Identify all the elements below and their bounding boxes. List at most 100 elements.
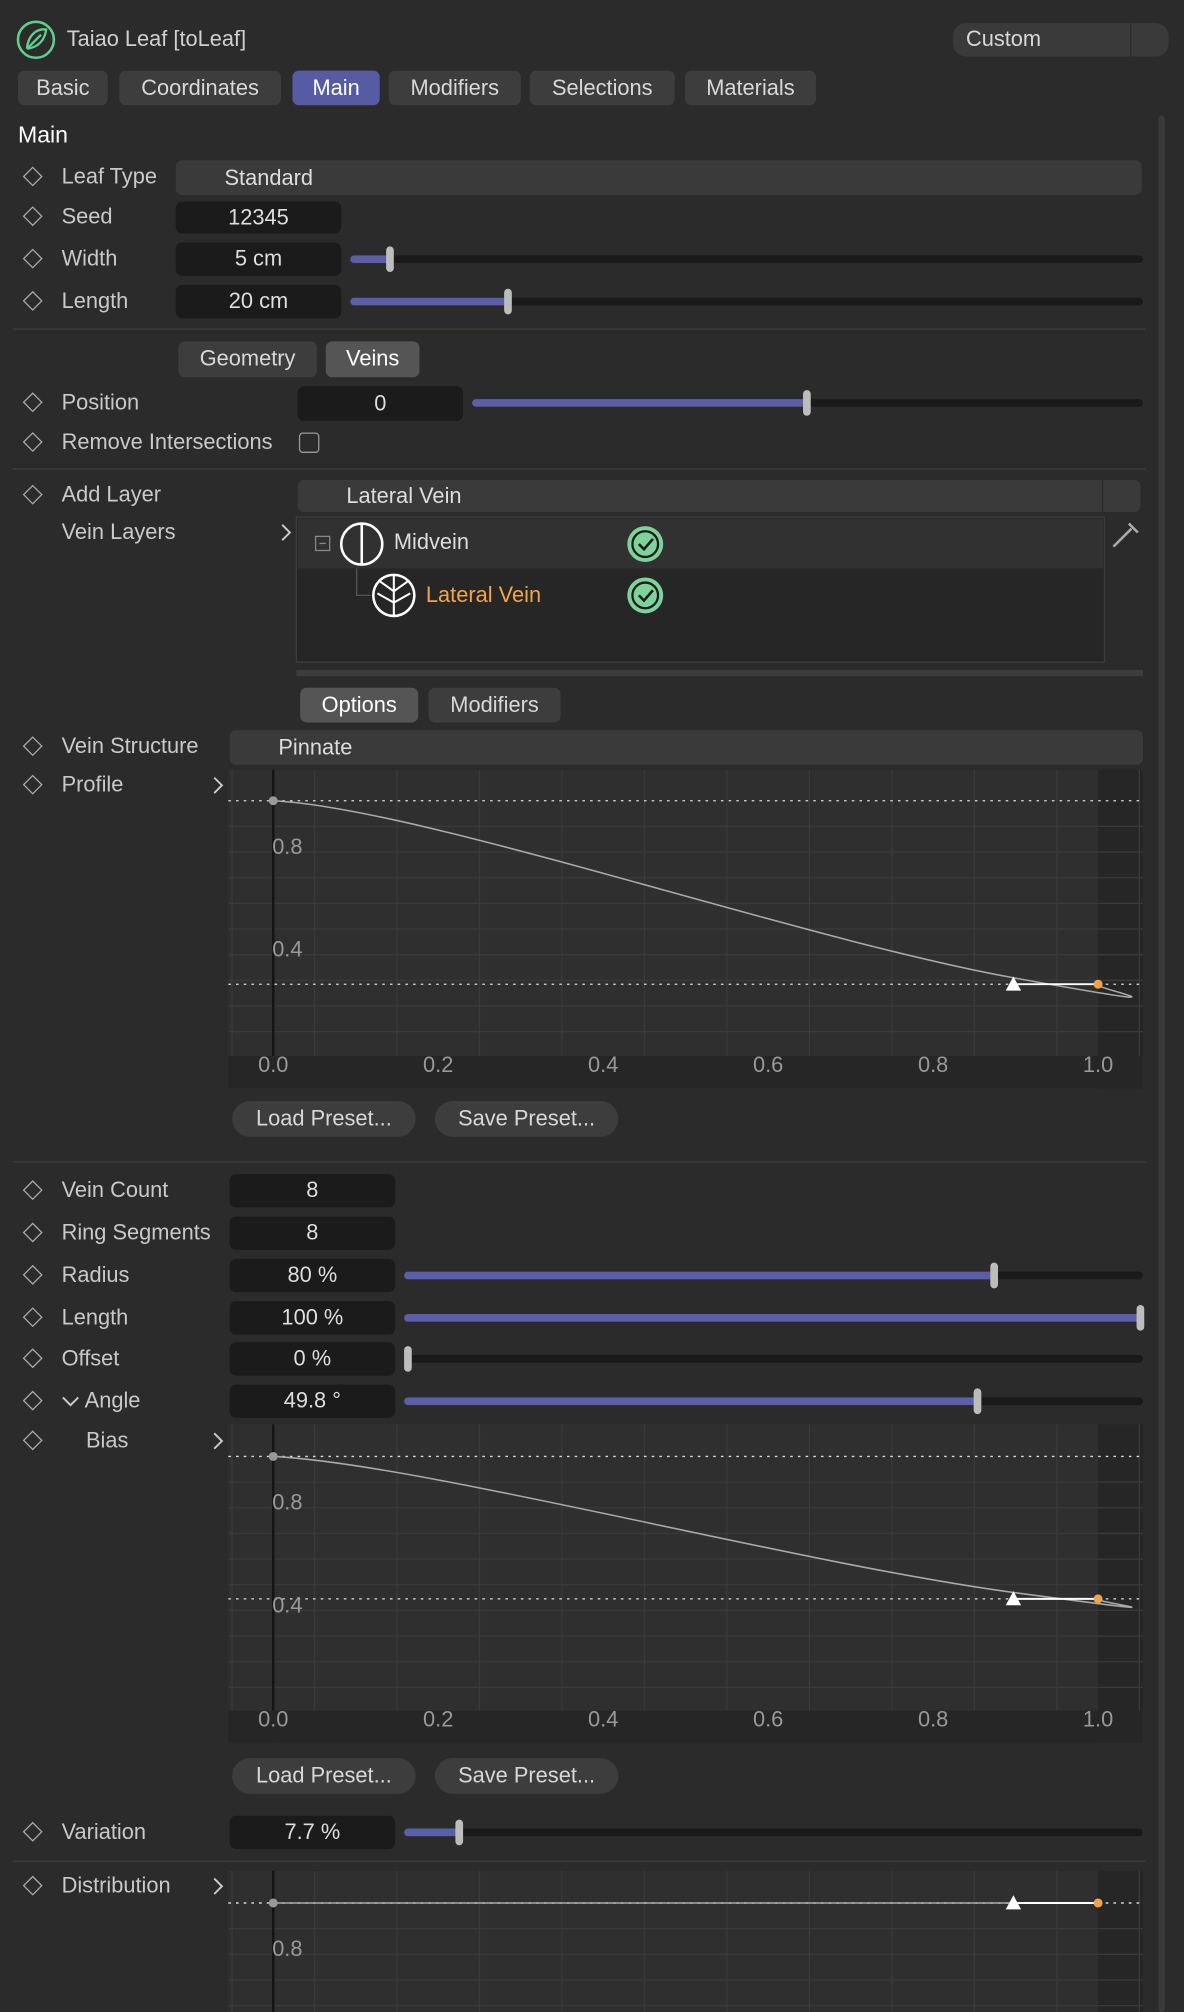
slider-knob[interactable]	[803, 390, 811, 416]
tab[interactable]: Modifiers	[388, 70, 521, 106]
graph-bg	[228, 1870, 1143, 2012]
field-label: Length	[61, 1305, 129, 1330]
tangent-handle	[1005, 976, 1022, 991]
vein-structure-dropdown[interactable]: Pinnate	[229, 730, 1143, 765]
graph-outside	[1098, 1870, 1143, 2012]
slider-knob[interactable]	[973, 1388, 982, 1415]
slider-track[interactable]	[404, 1355, 1143, 1363]
graph-bg	[228, 1424, 1143, 1743]
tab[interactable]: Selections	[529, 70, 675, 106]
x-label: 0.8	[918, 1707, 948, 1732]
eyedropper	[1112, 522, 1139, 548]
field-label: Length	[61, 288, 129, 314]
x-label: 0.2	[423, 1707, 453, 1732]
x-label: 0.4	[588, 1052, 618, 1077]
checkbox[interactable]	[298, 432, 320, 453]
field-label: Remove Intersections	[61, 429, 273, 455]
scrollbar	[1158, 115, 1165, 2012]
tab[interactable]: Basic	[17, 70, 108, 106]
collapse-chevron	[62, 1396, 79, 1407]
option-tab[interactable]: Modifiers	[428, 687, 561, 723]
object-icon-leaf	[25, 28, 48, 50]
splitter	[296, 669, 1143, 677]
preset-button[interactable]: Save Preset...	[434, 1100, 619, 1137]
variation-field[interactable]: 7.7 %	[229, 1815, 396, 1850]
spline-point-selected	[1093, 1898, 1103, 1908]
expand-arrow	[281, 524, 292, 541]
graph-outside	[1098, 1424, 1143, 1743]
tangent-handle	[1005, 1591, 1022, 1606]
subtab[interactable]: Geometry	[178, 341, 317, 378]
slider-fill	[472, 399, 807, 407]
angle-field[interactable]: 49.8 °	[229, 1384, 396, 1418]
section-title: Main	[17, 121, 69, 148]
separator	[12, 328, 1146, 330]
spline-curve	[273, 799, 1133, 998]
preset-dropdown[interactable]: Custom	[953, 23, 1169, 57]
x-label: 0.4	[588, 1707, 618, 1732]
leaf-type-dropdown[interactable]: Standard	[175, 160, 1142, 196]
tab[interactable]: Materials	[685, 70, 816, 106]
preset-button[interactable]: Save Preset...	[434, 1757, 619, 1794]
expand-arrow	[213, 1432, 224, 1450]
separator	[12, 1161, 1146, 1163]
slider-fill	[404, 1397, 978, 1406]
spline-point-selected	[1093, 1594, 1103, 1604]
x-label: 1.0	[1083, 1052, 1113, 1077]
x-label: 0.0	[258, 1052, 288, 1077]
slider-knob[interactable]	[404, 1346, 412, 1372]
slider-fill	[404, 1313, 1141, 1322]
field-label: Radius	[61, 1262, 130, 1288]
tree-item: Lateral Vein	[425, 582, 542, 607]
object-icon	[16, 20, 56, 60]
spline-point-selected	[1093, 979, 1103, 989]
dropdown-divider	[1130, 23, 1132, 57]
field-label: Profile	[61, 772, 124, 797]
lateral-vein-tree-icon-lines	[376, 574, 411, 616]
tangent-handle	[1005, 1895, 1022, 1910]
offset-field[interactable]: 0 %	[229, 1342, 396, 1376]
length-field[interactable]: 100 %	[229, 1301, 396, 1335]
x-label: 0.0	[258, 1707, 288, 1732]
slider-knob[interactable]	[1136, 1305, 1145, 1331]
position-field[interactable]: 0	[297, 386, 464, 421]
field-label: Vein Layers	[61, 519, 176, 545]
radius-field[interactable]: 80 %	[229, 1258, 396, 1293]
separator	[12, 468, 1146, 470]
subtab[interactable]: Veins	[325, 341, 420, 378]
slider-track[interactable]	[404, 1828, 1143, 1837]
option-tab[interactable]: Options	[300, 687, 419, 723]
width-field[interactable]: 5 cm	[175, 242, 342, 276]
slider-track[interactable]	[350, 255, 1143, 264]
slider-track[interactable]	[350, 297, 1143, 306]
add-layer-dropdown[interactable]: Lateral Vein	[297, 479, 1141, 512]
slider-knob[interactable]	[455, 1819, 464, 1846]
field-label: Offset	[61, 1346, 120, 1371]
tab[interactable]: Coordinates	[119, 70, 281, 106]
tree-line	[355, 568, 371, 597]
tree-item: Midvein	[393, 529, 469, 555]
vein_count-field[interactable]: 8	[229, 1174, 396, 1208]
field-label: Vein Structure	[61, 733, 199, 759]
slider-knob[interactable]	[990, 1262, 999, 1289]
field-label: Ring Segments	[61, 1220, 211, 1245]
y-label: 0.8	[272, 834, 302, 859]
slider-knob[interactable]	[504, 288, 512, 315]
field-label: Variation	[61, 1819, 147, 1844]
enabled-check-inner	[631, 530, 660, 559]
tab[interactable]: Main	[292, 70, 380, 106]
x-label: 1.0	[1083, 1707, 1113, 1732]
length-field[interactable]: 20 cm	[175, 284, 342, 319]
preset-button[interactable]: Load Preset...	[232, 1757, 416, 1794]
field-label: Distribution	[61, 1873, 171, 1898]
check-mark	[637, 589, 654, 603]
ring_segments-field[interactable]: 8	[229, 1216, 396, 1250]
expand-arrow	[213, 1877, 224, 1895]
preset-button[interactable]: Load Preset...	[232, 1100, 416, 1137]
spline-curve	[273, 1455, 1133, 1609]
slider-knob[interactable]	[386, 246, 394, 273]
seed-field[interactable]: 12345	[175, 201, 342, 234]
object-title: Taiao Leaf [toLeaf]	[66, 26, 247, 52]
